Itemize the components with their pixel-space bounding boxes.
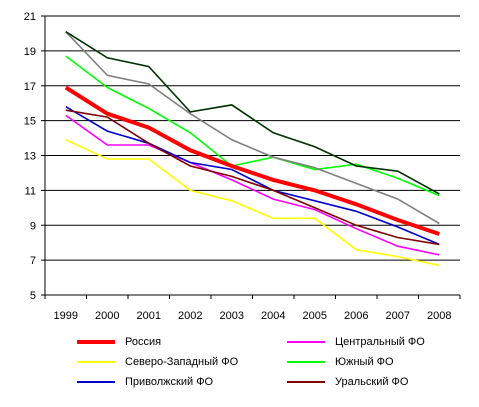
series-line-8 — [65, 31, 440, 195]
y-tick-label: 17 — [24, 81, 36, 93]
x-tick-label: 2007 — [386, 310, 410, 322]
series-line-4 — [65, 55, 440, 197]
x-tick-label: 2002 — [178, 310, 202, 322]
y-tick-label: 11 — [25, 185, 36, 197]
y-axis-tick-labels: 5 7 9 11 13 15 17 19 21 — [24, 11, 36, 302]
series-line-3 — [65, 139, 440, 267]
x-tick-label: 2005 — [303, 310, 327, 322]
x-tick-label: 2008 — [427, 310, 451, 322]
series-line-6 — [65, 109, 440, 246]
y-tick-label: 13 — [24, 151, 36, 163]
x-axis-tick-labels: 1999 2000 2001 2002 2003 2004 2005 2006 2007 2008 — [54, 310, 452, 322]
x-tick-label: 2004 — [261, 310, 285, 322]
y-tick-label: 15 — [24, 116, 36, 128]
y-tick-label: 19 — [24, 46, 36, 58]
x-tick-label: 2001 — [137, 310, 161, 322]
series-line-7 — [65, 31, 440, 225]
series-line-1 — [64, 85, 440, 236]
series-line-5 — [65, 106, 440, 246]
x-tick-label: 2000 — [95, 310, 119, 322]
y-tick-label: 7 — [30, 255, 36, 267]
y-tick-label: 5 — [30, 290, 36, 302]
y-tick-label: 21 — [24, 11, 36, 23]
x-tick-label: 1999 — [54, 310, 78, 322]
axes — [44, 16, 460, 296]
x-tick-label: 2006 — [344, 310, 368, 322]
series-line-2 — [65, 114, 440, 256]
gridlines — [41, 15, 461, 299]
x-tick-label: 2003 — [220, 310, 244, 322]
series-lines — [64, 31, 440, 267]
y-tick-label: 9 — [30, 220, 36, 232]
